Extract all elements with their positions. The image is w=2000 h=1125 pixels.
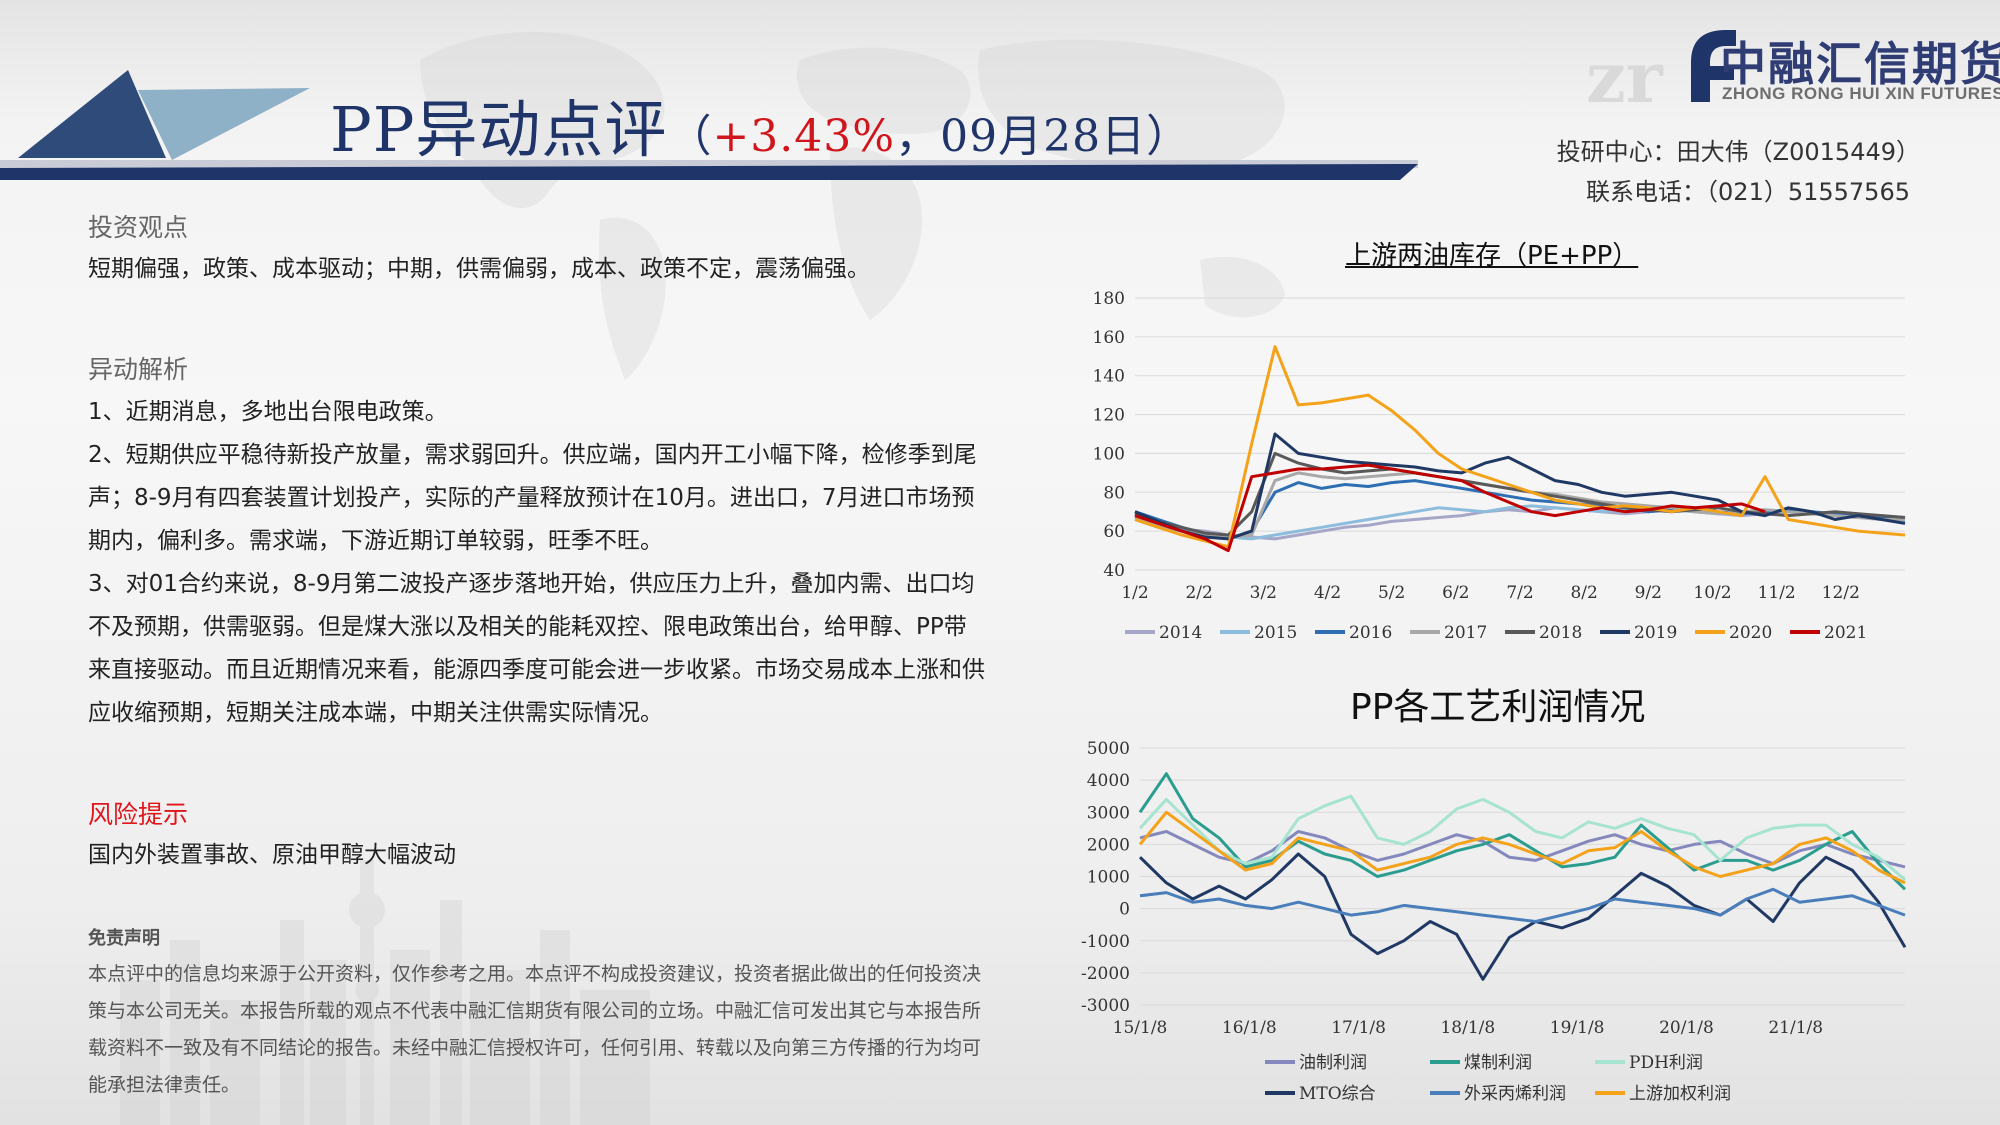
y-tick-label: 0: [1119, 900, 1130, 920]
legend-label: 2015: [1254, 623, 1297, 643]
series-line-煤制利润: [1138, 772, 1907, 891]
series-line-2021: [1134, 463, 1766, 553]
y-tick-label: 2000: [1087, 835, 1130, 855]
series-line-上游加权利润: [1138, 810, 1906, 885]
x-tick-label: 3/2: [1250, 583, 1277, 603]
y-tick-label: 60: [1103, 522, 1125, 542]
x-tick-label: 17/1/8: [1331, 1018, 1386, 1038]
legend-label: 2021: [1824, 623, 1867, 643]
legend-label: 2019: [1634, 623, 1677, 643]
y-tick-label: -1000: [1081, 932, 1130, 952]
x-tick-label: 6/2: [1442, 583, 1469, 603]
disclaimer-text: 本点评中的信息均来源于公开资料，仅作参考之用。本点评不构成投资建议，投资者据此做…: [88, 963, 982, 1096]
legend-label: 2016: [1349, 623, 1392, 643]
legend-label: PDH利润: [1629, 1053, 1703, 1073]
legend-label: 煤制利润: [1464, 1053, 1532, 1073]
x-tick-label: 16/1/8: [1222, 1018, 1277, 1038]
x-tick-label: 4/2: [1314, 583, 1341, 603]
company-logo: zr: [1586, 30, 1736, 114]
y-tick-label: 4000: [1087, 771, 1130, 791]
title-main: PP异动点评: [330, 93, 668, 166]
y-tick-label: 3000: [1087, 803, 1130, 823]
y-tick-label: 1000: [1087, 868, 1130, 888]
series-line-MTO综合: [1138, 852, 1907, 981]
investment-text: 短期偏强，政策、成本驱动；中期，供需偏弱，成本、政策不定，震荡偏强。: [88, 256, 870, 282]
x-tick-label: 11/2: [1758, 583, 1796, 603]
analyst-info: 投研中心：田大伟（Z0015449）: [1556, 138, 1920, 166]
title-date: ，09月28日: [895, 111, 1147, 162]
inventory-chart: 40 60 80 100 120 140 160 180 1/2 2/2 3/2 4/2 5/2 6/2 7…: [1093, 289, 1906, 643]
y-tick-label: 120: [1093, 406, 1125, 426]
disclaimer-heading: 免责声明: [88, 928, 160, 949]
legend-label: 2017: [1444, 623, 1487, 643]
y-tick-label: 140: [1093, 367, 1125, 387]
city-skyline-watermark: [120, 860, 650, 1125]
y-tick-label: -3000: [1081, 996, 1130, 1016]
header-divider-bar: [0, 160, 1418, 180]
x-tick-label: 10/2: [1693, 583, 1731, 603]
title-change: +3.43%: [712, 111, 896, 162]
risk-heading: 风险提示: [88, 800, 189, 829]
chart2-title: PP各工艺利润情况: [1350, 687, 1646, 728]
y-tick-label: 180: [1093, 289, 1125, 309]
chart1-title: 上游两油库存（PE+PP）: [1345, 241, 1639, 271]
y-tick-label: 100: [1093, 444, 1125, 464]
series-line-PDH利润: [1138, 794, 1906, 881]
phone-info: 联系电话：（021）51557565: [1586, 178, 1910, 206]
x-tick-label: 15/1/8: [1113, 1018, 1168, 1038]
page-title: PP异动点评（+3.43%，09月28日）: [330, 90, 1191, 177]
x-tick-label: 8/2: [1570, 583, 1597, 603]
title-paren-close: ）: [1146, 111, 1192, 162]
series-line-2019: [1134, 432, 1906, 541]
title-paren-open: （: [667, 111, 713, 162]
x-tick-label: 20/1/8: [1659, 1018, 1714, 1038]
x-tick-label: 19/1/8: [1550, 1018, 1605, 1038]
legend-label: 上游加权利润: [1629, 1084, 1731, 1104]
analysis-point-2: 2、短期供应平稳待新投产放量，需求弱回升。供应端，国内开工小幅下降，检修季到尾声…: [88, 442, 977, 554]
profit-chart: -3000 -2000 -1000 0 1000 2000 3000 4000 5000 15/1…: [1081, 739, 1907, 1104]
y-tick-label: -2000: [1081, 964, 1130, 984]
analysis-point-3: 3、对01合约来说，8-9月第二波投产逐步落地开始，供应压力上升，叠加内需、出口…: [88, 571, 985, 726]
series-line-2018: [1134, 451, 1906, 537]
series-line-2020: [1134, 345, 1906, 549]
brand-en-name: ZHONG RONG HUI XIN FUTURES: [1722, 84, 2000, 103]
y-tick-label: 160: [1093, 328, 1125, 348]
legend-label: 外采丙烯利润: [1464, 1084, 1566, 1104]
legend-label: 2018: [1539, 623, 1582, 643]
x-tick-label: 18/1/8: [1440, 1018, 1495, 1038]
brand-cn-name: 中融汇信期货: [1720, 37, 2000, 91]
title-arrow-logo: [18, 70, 310, 160]
x-tick-label: 1/2: [1121, 583, 1148, 603]
legend-label: MTO综合: [1299, 1084, 1376, 1104]
x-tick-label: 21/1/8: [1768, 1018, 1823, 1038]
x-tick-label: 5/2: [1378, 583, 1405, 603]
x-tick-label: 7/2: [1506, 583, 1533, 603]
legend-label: 2020: [1729, 623, 1772, 643]
x-tick-label: 2/2: [1185, 583, 1212, 603]
legend-label: 油制利润: [1299, 1053, 1367, 1073]
svg-text:zr: zr: [1586, 36, 1664, 114]
risk-text: 国内外装置事故、原油甲醇大幅波动: [88, 842, 456, 868]
investment-heading: 投资观点: [88, 213, 189, 242]
analysis-point-1: 1、近期消息，多地出台限电政策。: [88, 399, 448, 425]
legend-label: 2014: [1159, 623, 1202, 643]
x-tick-label: 12/2: [1822, 583, 1860, 603]
series-line-外采丙烯利润: [1139, 887, 1906, 923]
analysis-heading: 异动解析: [88, 355, 189, 384]
x-tick-label: 9/2: [1635, 583, 1662, 603]
y-tick-label: 80: [1103, 483, 1125, 503]
y-tick-label: 40: [1103, 561, 1125, 581]
y-tick-label: 5000: [1087, 739, 1130, 759]
